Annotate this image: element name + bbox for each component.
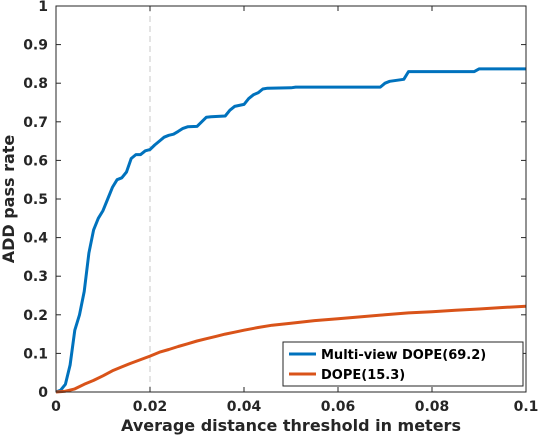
y-tick-label: 0.5 bbox=[23, 192, 48, 208]
legend: Multi-view DOPE(69.2) DOPE(15.3) bbox=[282, 341, 524, 387]
x-tick-label: 0.08 bbox=[415, 399, 450, 415]
legend-label-dope: DOPE(15.3) bbox=[321, 368, 405, 383]
y-tick-label: 0.6 bbox=[23, 153, 48, 169]
series-line-multi-view-dope bbox=[55, 67, 526, 394]
y-tick-label: 0.3 bbox=[23, 269, 48, 285]
series-layer bbox=[55, 67, 527, 394]
legend-box bbox=[282, 341, 524, 387]
x-tick-label: 0.04 bbox=[227, 399, 262, 415]
y-tick-label: 0 bbox=[38, 385, 48, 401]
y-axis-label: ADD pass rate bbox=[0, 135, 18, 264]
x-tick-label: 0 bbox=[51, 399, 61, 415]
legend-label-multi-view-dope: Multi-view DOPE(69.2) bbox=[321, 348, 486, 363]
y-tick-label: 1 bbox=[38, 0, 48, 15]
y-tick-label: 0.7 bbox=[23, 115, 48, 131]
y-tick-label: 0.2 bbox=[23, 308, 48, 324]
plot-area bbox=[56, 6, 526, 392]
series-line-dope bbox=[55, 304, 527, 394]
x-ticks: 0 0.02 0.04 0.06 0.08 0.1 bbox=[51, 6, 538, 415]
y-tick-label: 0.9 bbox=[23, 38, 48, 54]
x-tick-label: 0.02 bbox=[133, 399, 168, 415]
x-tick-label: 0.06 bbox=[321, 399, 356, 415]
x-tick-label: 0.1 bbox=[514, 399, 539, 415]
x-axis-label: Average distance threshold in meters bbox=[121, 416, 461, 435]
y-tick-label: 0.1 bbox=[23, 346, 48, 362]
y-tick-label: 0.8 bbox=[23, 76, 48, 92]
y-tick-label: 0.4 bbox=[23, 231, 48, 247]
y-ticks: 0 0.1 0.2 0.3 0.4 0.5 0.6 0.7 0.8 0.9 1 bbox=[23, 0, 526, 401]
